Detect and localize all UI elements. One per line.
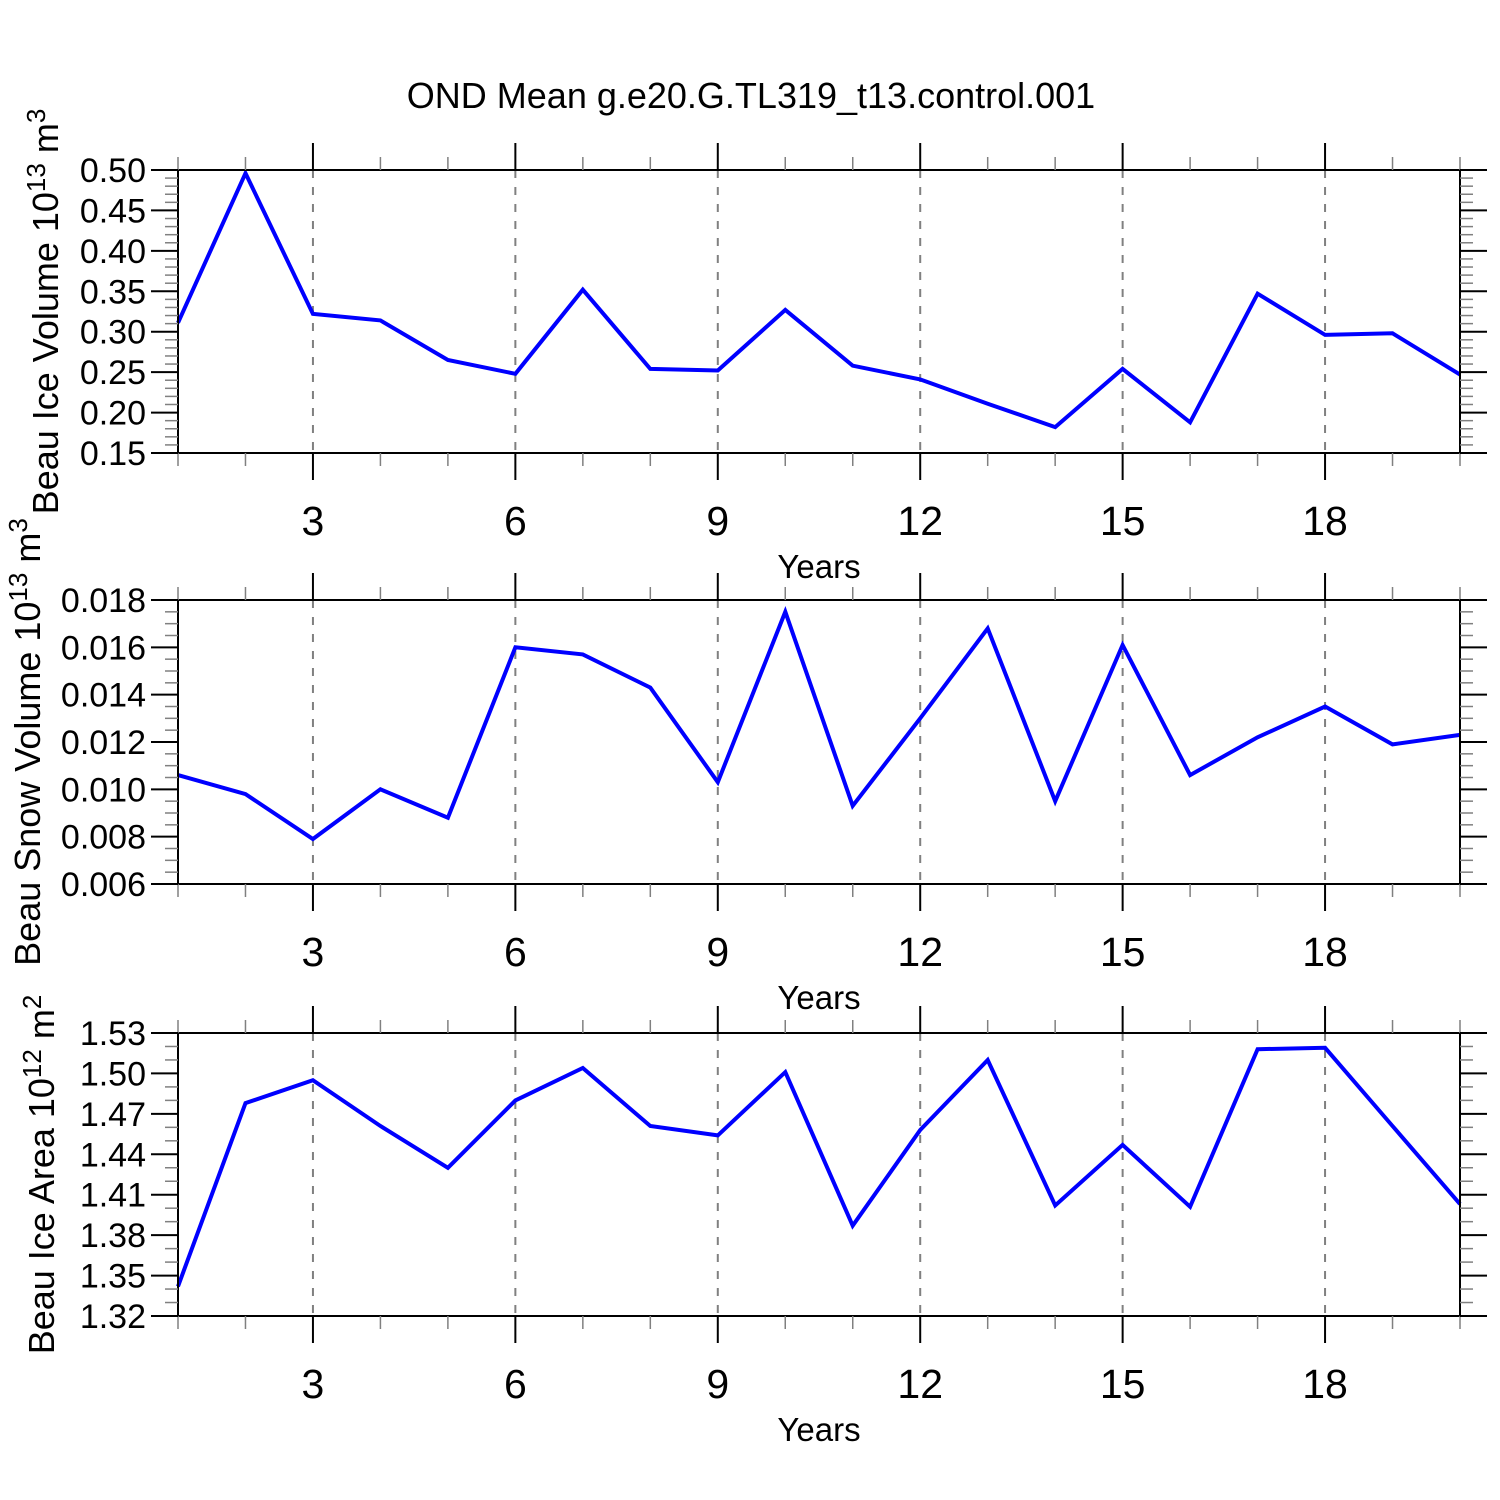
y-tick-label: 0.010 [61, 771, 146, 809]
y-tick-label: 0.40 [80, 233, 146, 271]
y-tick-label: 0.45 [80, 192, 146, 230]
x-tick-label: 15 [1100, 929, 1146, 975]
y-tick-label: 1.38 [80, 1217, 146, 1255]
ticks [151, 573, 1487, 911]
x-axis-title: Years [777, 979, 860, 1016]
y-tick-label: 0.012 [61, 724, 146, 762]
x-tick-label: 18 [1302, 498, 1348, 544]
y-tick-label: 0.30 [80, 314, 146, 352]
x-tick-label: 18 [1302, 929, 1348, 975]
data-line-beau-ice-area [176, 1045, 1462, 1288]
y-tick-label: 0.006 [61, 866, 146, 904]
data-line-beau-snow-volume [177, 606, 1461, 842]
x-tick-label: 12 [897, 498, 943, 544]
x-tick-label: 12 [897, 929, 943, 975]
y-tick-label: 0.50 [80, 152, 146, 190]
y-tick-label: 1.44 [80, 1136, 146, 1174]
x-tick-label: 15 [1100, 1361, 1146, 1407]
y-tick-label: 0.014 [61, 677, 146, 715]
y-tick-label: 0.016 [61, 629, 146, 667]
panel-beau-snow-volume: 3 6 9 12 15 18 0.006 0.008 0.010 0.012 0.014 0.016 0… [3, 518, 1487, 1016]
x-tick-label: 9 [706, 1361, 729, 1407]
plot-frame [177, 1032, 1461, 1317]
panels-group: 3 6 9 12 15 18 0.150.200.250.300.350.400.450.5… [3, 109, 1487, 1448]
y-tick-label: 1.50 [80, 1055, 146, 1093]
x-tick-label: 6 [504, 929, 527, 975]
x-tick-label: 9 [706, 498, 729, 544]
chart-title: OND Mean g.e20.G.TL319_t13.control.001 [407, 75, 1095, 116]
ticks [151, 1006, 1487, 1343]
x-tick-label: 6 [504, 498, 527, 544]
x-tick-label: 12 [897, 1361, 943, 1407]
x-axis-title: Years [777, 1411, 860, 1448]
y-tick-label: 1.35 [80, 1258, 146, 1296]
x-tick-label: 6 [504, 1361, 527, 1407]
y-axis-title: Beau Snow Volume 1013 m3 [3, 518, 48, 966]
plot-frame [177, 169, 1461, 454]
y-tick-label: 1.41 [80, 1177, 146, 1215]
y-tick-label: 1.47 [80, 1096, 146, 1134]
y-tick-label: 0.15 [80, 435, 146, 473]
data-line-beau-ice-volume [176, 168, 1462, 430]
x-tick-label: 3 [302, 929, 325, 975]
y-tick-label: 0.25 [80, 354, 146, 392]
y-tick-label: 1.53 [80, 1015, 146, 1053]
x-tick-label: 3 [302, 1361, 325, 1407]
x-tick-label: 15 [1100, 498, 1146, 544]
y-axis-title: Beau Ice Volume 1013 m3 [21, 109, 66, 515]
y-tick-label: 1.32 [80, 1298, 146, 1336]
x-axis-title: Years [777, 548, 860, 585]
plot-frame [177, 599, 1461, 885]
y-axis-title: Beau Ice Area 1012 m2 [17, 995, 62, 1355]
x-tick-label: 9 [706, 929, 729, 975]
x-tick-label: 18 [1302, 1361, 1348, 1407]
y-tick-label: 0.018 [61, 582, 146, 620]
ticks [151, 143, 1487, 480]
panel-beau-ice-area: 3 6 9 12 15 18 1.321.351.381.411.441.471.501.5… [17, 995, 1487, 1448]
y-tick-label: 0.35 [80, 273, 146, 311]
y-tick-label: 0.008 [61, 819, 146, 857]
x-tick-label: 3 [302, 498, 325, 544]
panel-beau-ice-volume: 3 6 9 12 15 18 0.150.200.250.300.350.400.450.5… [21, 109, 1487, 585]
y-tick-label: 0.20 [80, 395, 146, 433]
